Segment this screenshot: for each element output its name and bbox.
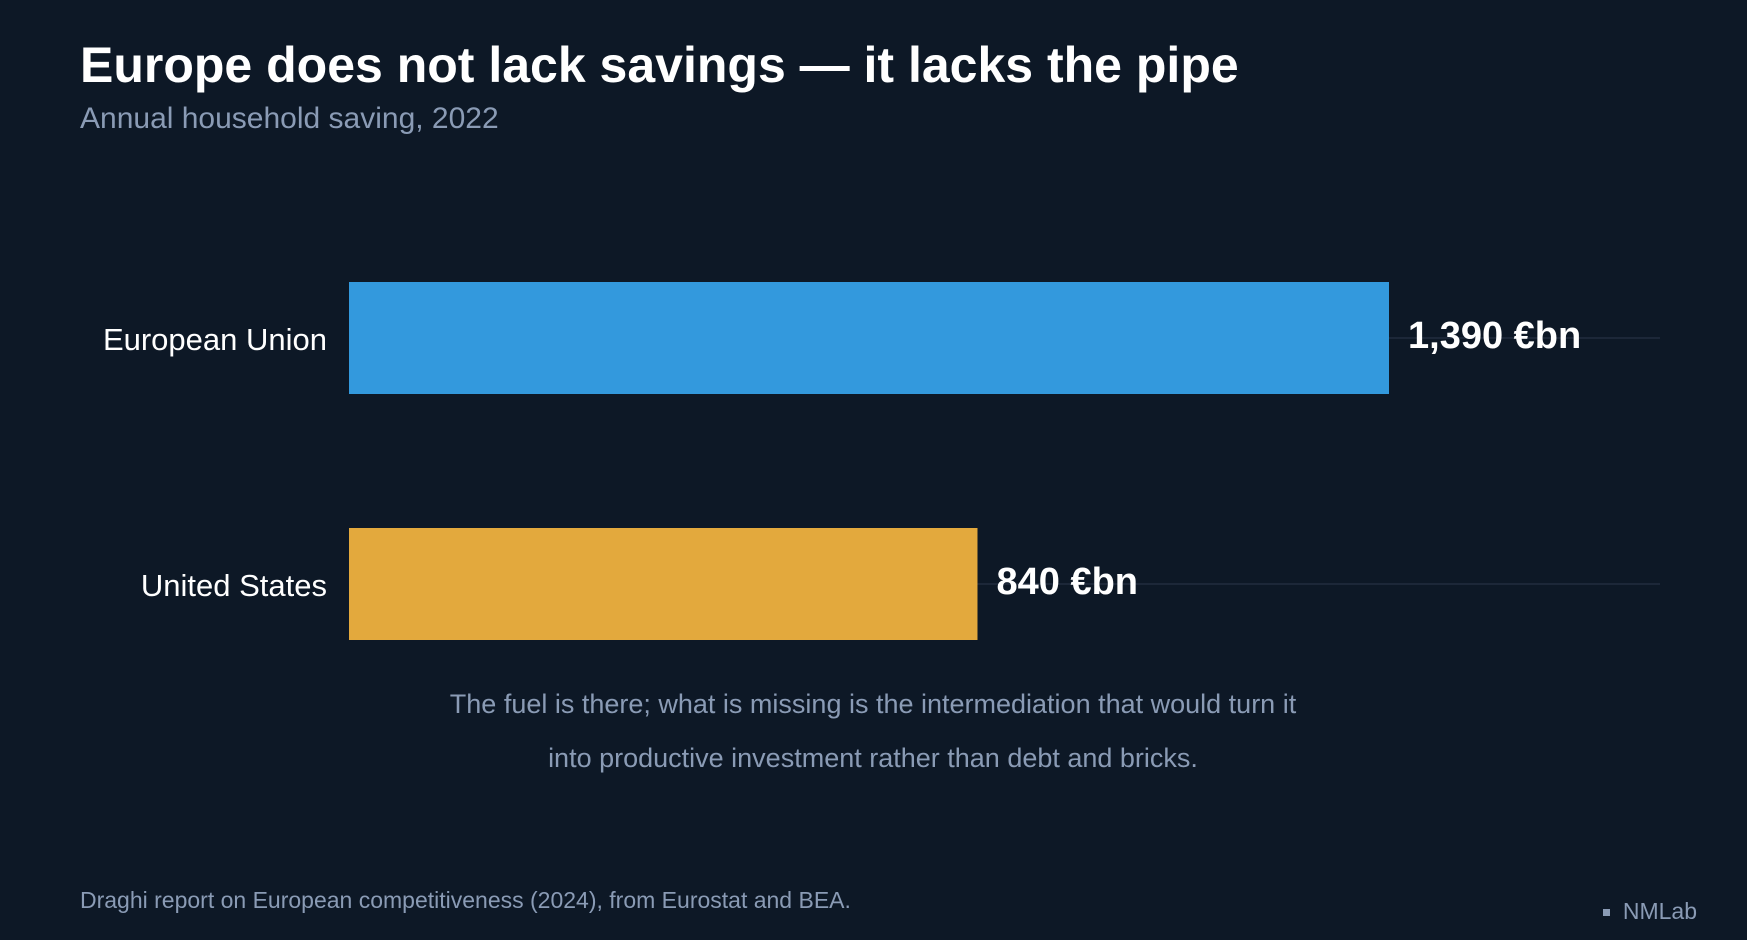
source: Draghi report on European competitivenes… [80,887,851,913]
value-label: 1,390 €bn [1408,315,1581,357]
value-label: 840 €bn [996,561,1138,603]
category-label: European Union [103,322,327,357]
bar [349,528,978,640]
annotation: The fuel is there; what is missing is th… [450,689,1297,719]
bar [349,282,1389,394]
chart-subtitle: Annual household saving, 2022 [80,102,499,135]
chart-title: Europe does not lack savings — it lacks … [80,37,1239,93]
brand-icon [1603,909,1610,916]
category-label: United States [141,568,327,603]
annotation: into productive investment rather than d… [548,743,1198,773]
brand: NMLab [1623,898,1697,924]
plot: European Union 1,390 €bn United States 840 … [103,282,1660,640]
